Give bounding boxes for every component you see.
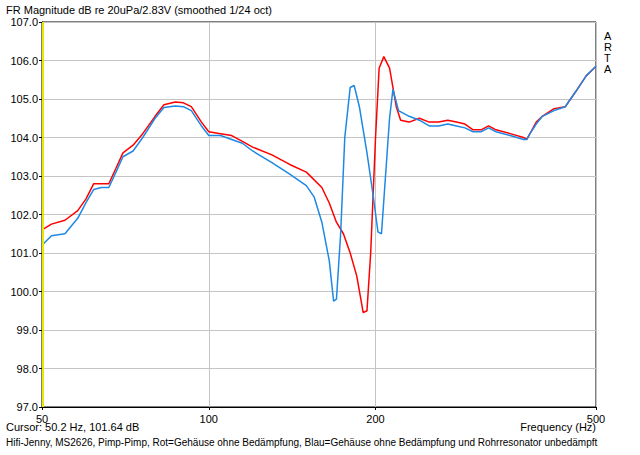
svg-text:100.0: 100.0 bbox=[10, 286, 38, 298]
svg-text:105.0: 105.0 bbox=[10, 93, 38, 105]
svg-text:100: 100 bbox=[200, 413, 218, 425]
svg-text:102.0: 102.0 bbox=[10, 209, 38, 221]
svg-text:A: A bbox=[604, 29, 612, 42]
svg-text:101.0: 101.0 bbox=[10, 247, 38, 259]
svg-text:Cursor: 50.2 Hz, 101.64 dB: Cursor: 50.2 Hz, 101.64 dB bbox=[6, 421, 139, 433]
svg-text:R: R bbox=[604, 40, 612, 53]
svg-text:99.0: 99.0 bbox=[17, 324, 38, 336]
svg-text:50: 50 bbox=[36, 413, 48, 425]
svg-text:Frequency (Hz): Frequency (Hz) bbox=[520, 421, 596, 433]
svg-text:97.0: 97.0 bbox=[17, 401, 38, 413]
svg-text:500: 500 bbox=[587, 413, 605, 425]
svg-text:103.0: 103.0 bbox=[10, 170, 38, 182]
svg-text:107.0: 107.0 bbox=[10, 16, 38, 28]
svg-text:T: T bbox=[604, 51, 611, 64]
svg-text:98.0: 98.0 bbox=[17, 363, 38, 375]
svg-text:A: A bbox=[604, 63, 612, 75]
svg-text:FR Magnitude dB re 20uPa/2.83V: FR Magnitude dB re 20uPa/2.83V (smoothed… bbox=[6, 4, 272, 16]
svg-text:106.0: 106.0 bbox=[10, 55, 38, 67]
svg-text:200: 200 bbox=[366, 413, 384, 425]
svg-text:104.0: 104.0 bbox=[10, 132, 38, 144]
svg-text:Hifi-Jenny, MS2626, Pimp-Pimp,: Hifi-Jenny, MS2626, Pimp-Pimp, Rot=Gehäu… bbox=[6, 437, 598, 448]
